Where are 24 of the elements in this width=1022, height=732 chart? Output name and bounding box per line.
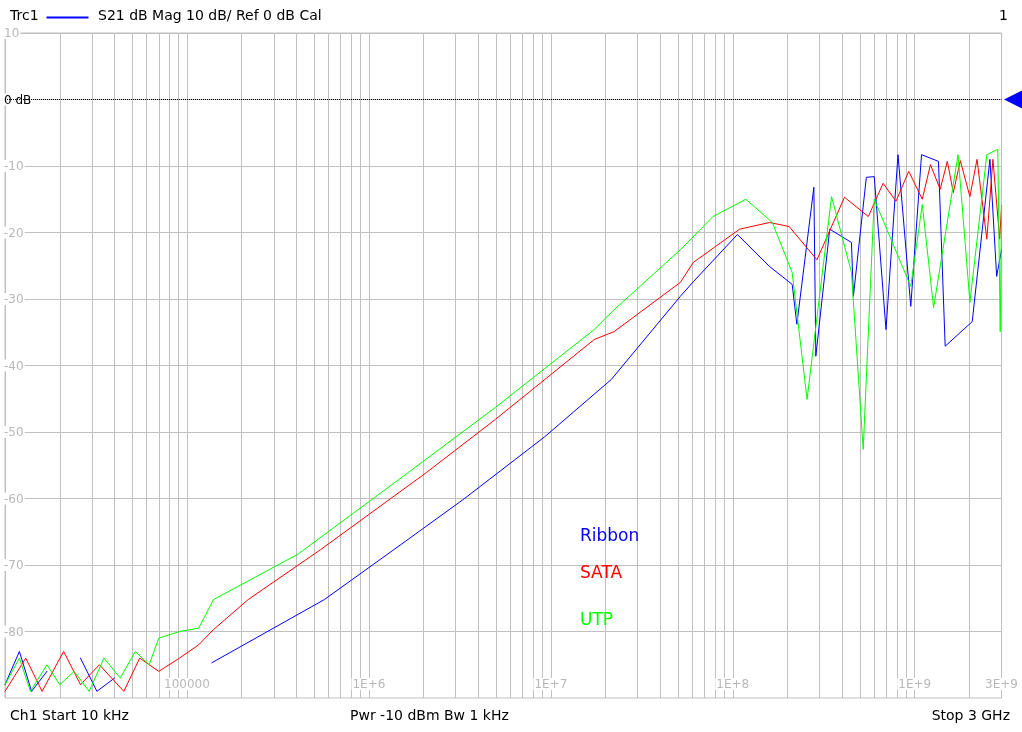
x-tick-label: 1E+9 xyxy=(898,677,932,691)
text: S21 dB Mag 10 dB/ Ref 0 dB Cal xyxy=(98,7,322,23)
text: Ch1 Start 10 kHz xyxy=(10,707,129,723)
text: Ribbon xyxy=(580,524,640,545)
x-tick-label: 1E+7 xyxy=(534,677,568,691)
text: Trc1 xyxy=(9,7,39,23)
y-tick-label: -50 xyxy=(4,425,24,439)
x-tick-label: 1E+8 xyxy=(716,677,750,691)
y-tick-label: -30 xyxy=(4,292,24,306)
text: UTP xyxy=(580,608,614,629)
text: Pwr -10 dBm Bw 1 kHz xyxy=(350,707,509,723)
text: 1 xyxy=(999,7,1009,23)
y-tick-label: -70 xyxy=(4,558,24,572)
y-tick-label: -60 xyxy=(4,491,24,506)
y-tick-label: 10 xyxy=(4,26,20,40)
y-tick-label: -10 xyxy=(4,159,24,173)
y-tick-label: -20 xyxy=(4,225,24,240)
x-tick-label: 1E+6 xyxy=(352,677,386,691)
text: Stop 3 GHz xyxy=(931,707,1011,723)
y-tick-label: -80 xyxy=(4,624,24,639)
text: SATA xyxy=(580,561,623,582)
x-tick-label: 3E+9 xyxy=(985,677,1018,691)
x-tick-label: 100000 xyxy=(164,677,210,691)
y-tick-label: -40 xyxy=(4,358,24,373)
